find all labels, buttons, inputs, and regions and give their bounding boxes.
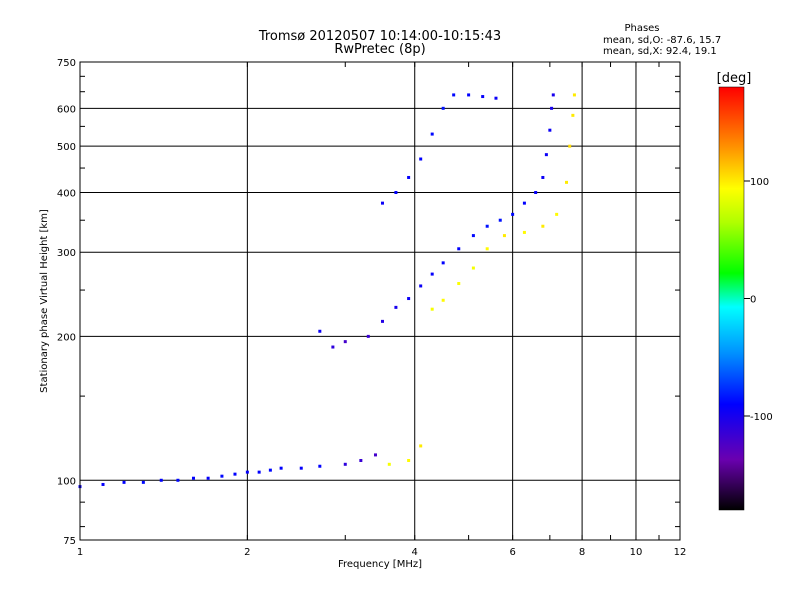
echo-point bbox=[568, 144, 572, 148]
x-tick-label: 1 bbox=[77, 547, 83, 558]
x-tick-label: 2 bbox=[244, 547, 250, 558]
y-tick-label: 750 bbox=[57, 58, 76, 69]
chart-title: Tromsø 20120507 10:14:00-10:15:43 bbox=[258, 29, 501, 44]
echo-point bbox=[380, 319, 384, 323]
echo-point bbox=[572, 93, 576, 97]
y-axis-label: Stationary phase Virtual Height [km] bbox=[39, 209, 50, 393]
echo-point bbox=[191, 476, 195, 480]
echo-point bbox=[419, 284, 423, 288]
echo-point bbox=[541, 224, 545, 228]
x-tick-label: 12 bbox=[674, 547, 687, 558]
echo-point bbox=[220, 474, 224, 478]
echo-point bbox=[467, 93, 471, 97]
echo-point bbox=[380, 201, 384, 205]
colorbar bbox=[718, 86, 745, 511]
echo-point bbox=[485, 224, 489, 228]
echo-point bbox=[430, 132, 434, 136]
y-tick-label: 500 bbox=[57, 142, 76, 153]
echo-point bbox=[441, 106, 445, 110]
echo-point bbox=[534, 190, 538, 194]
echo-point bbox=[511, 212, 515, 216]
echo-point bbox=[550, 106, 554, 110]
echo-point bbox=[502, 234, 506, 238]
echo-point bbox=[394, 305, 398, 309]
echo-point bbox=[343, 462, 347, 466]
echo-point bbox=[407, 458, 411, 462]
echo-point bbox=[268, 468, 272, 472]
echo-point bbox=[233, 472, 237, 476]
plot-grid bbox=[80, 62, 680, 540]
echo-point bbox=[299, 466, 303, 470]
echo-point bbox=[141, 480, 145, 484]
echo-point bbox=[522, 230, 526, 234]
echo-point bbox=[407, 297, 411, 301]
plot-frame bbox=[79, 61, 681, 541]
x-tick-label: 6 bbox=[509, 547, 515, 558]
echo-point bbox=[394, 190, 398, 194]
echo-point bbox=[176, 478, 180, 482]
echo-point bbox=[318, 329, 322, 333]
colorbar-label: [deg] bbox=[717, 71, 752, 86]
x-tick-label: 10 bbox=[630, 547, 643, 558]
echo-point bbox=[366, 334, 370, 338]
echo-point bbox=[548, 128, 552, 132]
echo-point bbox=[457, 282, 461, 286]
echo-point bbox=[522, 201, 526, 205]
echo-point bbox=[331, 345, 335, 349]
echo-point bbox=[541, 175, 545, 179]
echo-point bbox=[555, 212, 559, 216]
echo-point bbox=[419, 157, 423, 161]
echo-point bbox=[430, 307, 434, 311]
echo-point bbox=[571, 113, 575, 117]
echo-point bbox=[485, 247, 489, 251]
echo-point bbox=[551, 93, 555, 97]
echo-point bbox=[441, 298, 445, 302]
echo-point bbox=[206, 476, 210, 480]
echo-point bbox=[122, 480, 126, 484]
echo-point bbox=[452, 93, 456, 97]
echo-point bbox=[457, 247, 461, 251]
y-tick-label: 600 bbox=[57, 104, 76, 115]
echo-point bbox=[494, 96, 498, 100]
y-tick-label: 75 bbox=[63, 536, 76, 547]
echo-point bbox=[245, 470, 249, 474]
echo-point bbox=[159, 478, 163, 482]
echo-point bbox=[419, 444, 423, 448]
echo-point bbox=[101, 482, 105, 486]
y-tick-label: 100 bbox=[57, 476, 76, 487]
x-tick-label: 8 bbox=[579, 547, 585, 558]
phases-heading: Phases bbox=[624, 23, 659, 34]
colorbar-tick-label: 100 bbox=[750, 177, 769, 188]
echo-point bbox=[318, 464, 322, 468]
echo-point bbox=[430, 272, 434, 276]
echo-point bbox=[544, 153, 548, 157]
echo-point bbox=[471, 266, 475, 270]
echo-point bbox=[498, 218, 502, 222]
colorbar-ticks: 100 0 -100 bbox=[744, 177, 773, 423]
echo-point bbox=[257, 470, 261, 474]
colorbar-tick-label: -100 bbox=[750, 412, 773, 423]
phases-x-mode: mean, sd,X: 92.4, 19.1 bbox=[603, 46, 717, 57]
y-tick-label: 200 bbox=[57, 332, 76, 343]
echo-point bbox=[407, 175, 411, 179]
phases-o-mode: mean, sd,O: -87.6, 15.7 bbox=[603, 35, 721, 46]
echo-point bbox=[343, 340, 347, 344]
echo-point bbox=[359, 458, 363, 462]
data-points bbox=[78, 93, 576, 489]
x-axis-label: Frequency [MHz] bbox=[338, 559, 422, 570]
echo-point bbox=[481, 95, 485, 99]
echo-point bbox=[373, 453, 377, 457]
y-tick-label: 400 bbox=[57, 188, 76, 199]
echo-point bbox=[565, 180, 569, 184]
echo-point bbox=[471, 234, 475, 238]
chart-subtitle: RwPretec (8p) bbox=[334, 42, 425, 57]
echo-point bbox=[279, 466, 283, 470]
echo-point bbox=[387, 462, 391, 466]
y-tick-label: 300 bbox=[57, 248, 76, 259]
x-tick-label: 4 bbox=[412, 547, 418, 558]
colorbar-tick-label: 0 bbox=[750, 295, 756, 306]
echo-point bbox=[441, 261, 445, 265]
